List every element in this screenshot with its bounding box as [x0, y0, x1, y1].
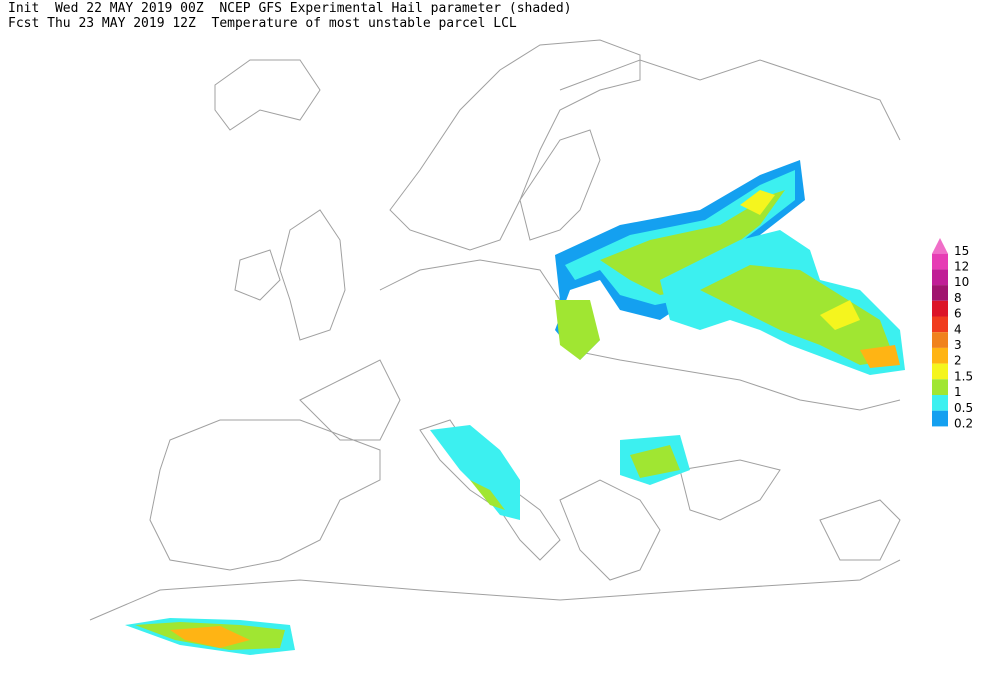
legend-swatch	[932, 285, 948, 301]
legend-label: 10	[954, 275, 969, 289]
hail-shading	[125, 160, 905, 655]
legend-label: 1	[954, 385, 962, 399]
legend-label: 0.2	[954, 417, 973, 431]
legend-swatch	[932, 253, 948, 270]
legend-label: 3	[954, 338, 962, 352]
legend-swatch	[932, 363, 948, 380]
header-line: Fcst Thu 23 MAY 2019 12Z Temperature of …	[8, 16, 517, 31]
legend-swatch	[932, 395, 948, 411]
legend-label: 12	[954, 260, 969, 274]
legend-swatch	[932, 269, 948, 286]
legend-swatch	[932, 300, 948, 317]
legend-label: 6	[954, 307, 962, 321]
legend-swatch	[932, 379, 948, 395]
legend-swatch	[932, 238, 948, 254]
legend-label: 8	[954, 291, 962, 305]
legend-swatch	[932, 332, 948, 348]
legend-label: 0.5	[954, 401, 973, 415]
legend-label: 4	[954, 322, 962, 336]
legend-swatch	[932, 347, 948, 364]
legend-label: 15	[954, 244, 969, 258]
coastlines	[89, 39, 901, 621]
legend-swatch	[932, 410, 948, 427]
header-line: Init Wed 22 MAY 2019 00Z NCEP GFS Experi…	[8, 1, 572, 16]
legend-swatch	[932, 316, 948, 333]
legend-label: 1.5	[954, 369, 973, 383]
legend-label: 2	[954, 354, 962, 368]
